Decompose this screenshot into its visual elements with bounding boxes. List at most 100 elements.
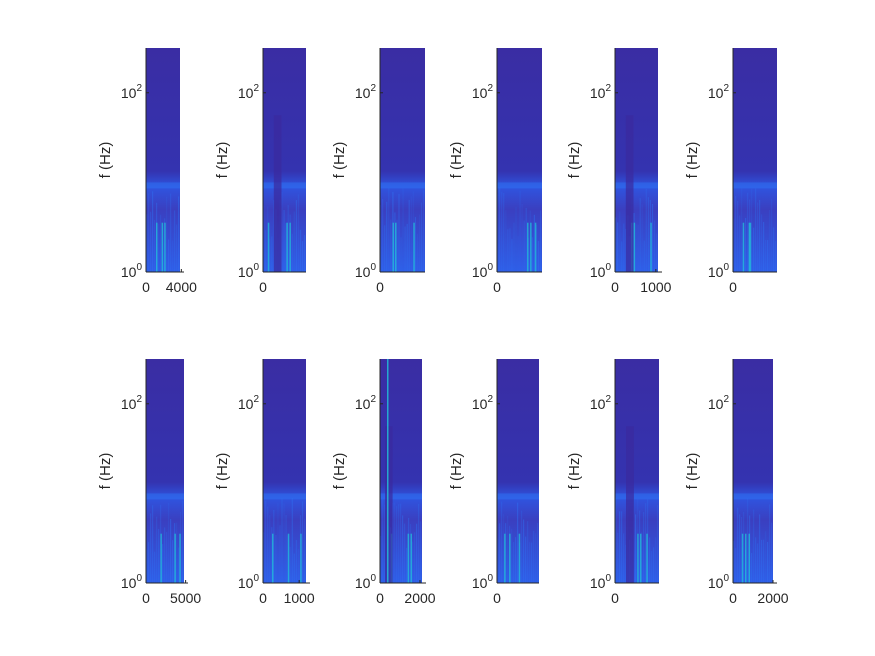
x-tick-label: 1000 xyxy=(284,590,315,606)
spectrogram-cell xyxy=(521,510,523,583)
spectrogram-peak xyxy=(160,533,162,583)
spectrogram-cell xyxy=(160,214,162,272)
spectrogram-cell xyxy=(515,537,517,583)
spectrogram-cell xyxy=(525,536,527,583)
spectrogram-cell xyxy=(747,192,749,272)
spectrogram-cell xyxy=(404,226,406,272)
spectrogram-cell xyxy=(166,532,168,583)
spectrogram-cell xyxy=(635,223,637,272)
spectrogram-cell xyxy=(297,194,299,272)
spectrogram-cell xyxy=(176,224,178,272)
spectrogram-cell xyxy=(293,211,295,272)
y-tick-label: 100 xyxy=(355,573,377,591)
spectrogram-cell xyxy=(757,202,759,272)
spectrogram-cell xyxy=(384,504,386,583)
spectrogram-cell xyxy=(643,512,645,583)
spectrogram-cell xyxy=(761,214,763,272)
spectrogram-peak xyxy=(742,222,745,272)
panel-5: 100 102 0 1000 f (Hz) xyxy=(566,48,672,295)
spectrogram-cell xyxy=(621,511,623,583)
spectrogram-cell xyxy=(517,236,519,272)
x-tick-label: 0 xyxy=(611,590,619,606)
y-axis-label: f (Hz) xyxy=(448,453,465,490)
x-tick-label: 0 xyxy=(493,590,501,606)
y-axis-label: f (Hz) xyxy=(331,453,348,490)
spectrogram-cell xyxy=(297,549,299,583)
spectrogram-cell xyxy=(285,515,287,583)
spectrogram-cell xyxy=(263,205,265,272)
spectrogram-cell xyxy=(170,193,172,272)
spectrogram-cell xyxy=(653,220,656,272)
spectrogram-cell xyxy=(269,515,271,583)
spectrogram-cell xyxy=(637,224,639,272)
spectrogram-cell xyxy=(291,233,293,272)
spectrogram-gap xyxy=(626,426,634,583)
spectrogram-cell xyxy=(517,502,519,583)
spectrogram-band xyxy=(263,182,306,189)
spectrogram-peak xyxy=(745,533,747,583)
spectrogram-cell xyxy=(404,523,406,583)
spectrogram-cell xyxy=(653,547,655,583)
spectrogram-cell xyxy=(649,537,651,583)
spectrogram-cell xyxy=(271,236,273,272)
spectrogram-peak xyxy=(164,222,166,272)
y-tick-label: 100 xyxy=(121,573,143,591)
spectrogram-cell xyxy=(765,240,767,272)
spectrogram-cell xyxy=(178,196,180,272)
spectrogram-image xyxy=(733,359,773,583)
panel-12: 100 102 0 2000 f (Hz) xyxy=(684,359,789,606)
spectrogram-peak xyxy=(392,222,394,272)
y-tick-label: 100 xyxy=(121,262,143,280)
spectrogram-peak xyxy=(748,222,751,272)
spectrogram-cell xyxy=(615,217,617,272)
spectrogram-cell xyxy=(533,214,535,272)
spectrogram-peak xyxy=(534,222,537,272)
spectrogram-cell xyxy=(531,542,533,583)
spectrogram-cell xyxy=(761,539,763,583)
spectrogram-band xyxy=(380,493,422,500)
spectrogram-peak xyxy=(518,533,521,583)
spectrogram-cell xyxy=(511,239,513,272)
spectrogram-gap xyxy=(625,115,634,272)
spectrogram-peak xyxy=(267,222,270,272)
y-axis-label: f (Hz) xyxy=(97,142,114,179)
x-tick-label: 0 xyxy=(729,279,737,295)
spectrogram-texture xyxy=(263,493,306,583)
x-tick-label: 1000 xyxy=(640,279,671,295)
spectrogram-cell xyxy=(398,504,400,583)
spectrogram-cell xyxy=(523,519,525,583)
spectrogram-peak xyxy=(748,533,750,583)
spectrogram-cell xyxy=(388,187,390,272)
spectrogram-cell xyxy=(394,502,396,583)
x-tick-label: 0 xyxy=(729,590,737,606)
spectrogram-cell xyxy=(507,229,509,272)
spectrogram-cell xyxy=(283,503,285,583)
spectrogram-cell xyxy=(751,553,753,583)
spectrogram-cell xyxy=(753,509,755,583)
spectrogram-image xyxy=(263,48,306,272)
spectrogram-cell xyxy=(301,241,304,272)
spectrogram-cell xyxy=(767,542,769,583)
spectrogram-cell xyxy=(267,206,269,272)
spectrogram-cell xyxy=(619,211,621,272)
panel-4: 100 102 0 f (Hz) xyxy=(448,48,542,295)
spectrogram-cell xyxy=(178,547,180,583)
spectrogram-cell xyxy=(635,514,637,583)
panel-grid: 100 102 0 4000 f (Hz) 100 102 0 f (Hz) 100 102 0 f (… xyxy=(97,48,789,606)
panel-6: 100 102 0 f (Hz) xyxy=(684,48,777,295)
spectrogram-cell xyxy=(497,538,499,583)
spectrogram-texture xyxy=(497,182,542,272)
spectrogram-band xyxy=(615,493,659,500)
spectrogram-cell xyxy=(174,210,176,272)
spectrogram-cell xyxy=(150,211,152,272)
spectrogram-cell xyxy=(162,544,164,583)
x-tick-label: 0 xyxy=(142,279,150,295)
spectrogram-peak xyxy=(387,359,389,583)
spectrogram-cell xyxy=(150,513,152,583)
spectrogram-texture xyxy=(615,426,659,583)
spectrogram-cell xyxy=(152,505,154,583)
spectrogram-cell xyxy=(158,529,160,583)
panel-7: 100 102 0 5000 f (Hz) xyxy=(97,359,201,606)
spectrogram-cell xyxy=(535,224,538,272)
spectrogram-cell xyxy=(273,509,275,583)
